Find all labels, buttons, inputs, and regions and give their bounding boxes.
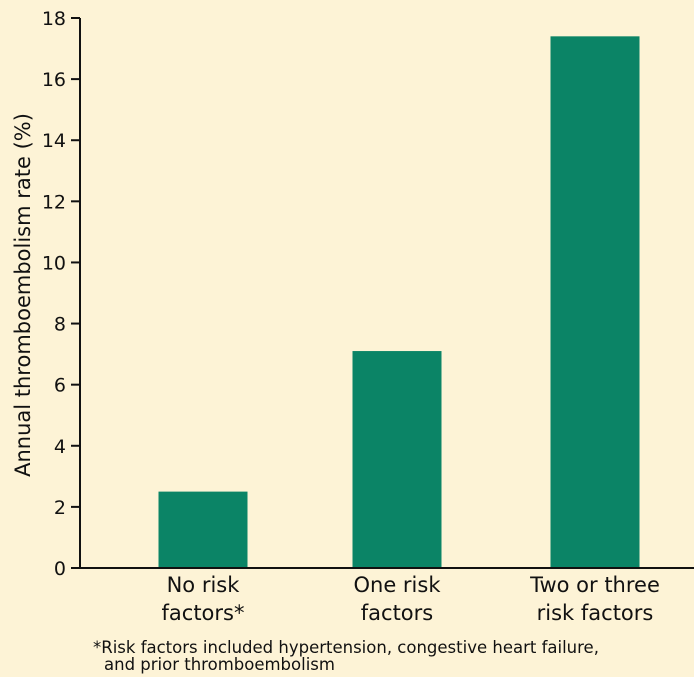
y-tick-label: 8 (54, 314, 66, 336)
x-category-label: One risk (353, 573, 441, 597)
bar (352, 351, 442, 568)
x-category-label: factors* (162, 601, 245, 625)
y-tick-label: 10 (42, 252, 66, 274)
y-tick-label: 0 (54, 558, 66, 580)
y-tick-label: 2 (54, 497, 66, 519)
bar (158, 491, 248, 568)
bars (158, 36, 640, 569)
x-axis-category-labels: No risk factors* One risk factors Two or thr… (162, 573, 660, 625)
footnote-line-1: *Risk factors included hypertension, con… (93, 638, 599, 657)
y-tick-label: 16 (42, 69, 66, 91)
x-category-label: Two or three (529, 573, 660, 597)
y-axis-ticks: 0 2 4 6 8 10 12 14 16 18 (42, 8, 80, 580)
x-category-label: risk factors (537, 601, 654, 625)
y-tick-label: 14 (42, 130, 66, 152)
y-tick-label: 6 (54, 375, 66, 397)
y-axis-title: Annual thromboembolism rate (%) (11, 113, 35, 477)
y-tick-label: 18 (42, 8, 66, 30)
x-category-label: factors (361, 601, 433, 625)
bar (550, 36, 640, 569)
y-tick-label: 4 (54, 436, 66, 458)
footnote-line-2: and prior thromboembolism (104, 655, 335, 674)
y-tick-label: 12 (42, 191, 66, 213)
x-category-label: No risk (167, 573, 241, 597)
